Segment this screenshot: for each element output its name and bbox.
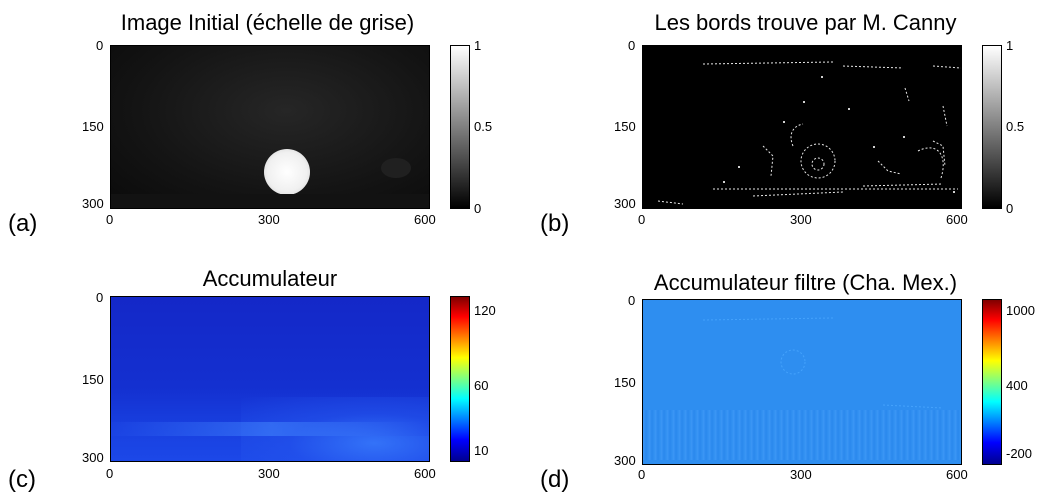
colorbar-jet [450,296,470,462]
y-tick-label: 150 [614,119,636,134]
accumulator-streak [111,422,429,436]
panel-label: (c) [8,466,36,493]
x-tick-label: 600 [414,212,436,227]
colorbar-tick-label: 0.5 [1006,119,1025,134]
colorbar-jet [982,299,1002,465]
panel-title: Accumulateur filtre (Cha. Mex.) [653,270,958,295]
y-tick-label: 0 [628,293,636,308]
filtered-texture [643,410,961,460]
y-tick-label: 0 [96,290,104,305]
canny-edges [657,61,961,205]
y-tick-label: 150 [82,119,104,134]
x-tick-label: 0 [638,467,646,482]
colorbar-tick-label: 1 [1006,38,1014,53]
y-tick-label: 300 [614,196,636,211]
panel-title: Image Initial (échelle de grise) [120,10,415,35]
panel-label: (b) [540,210,570,237]
colorbar-tick-label: 1 [474,38,482,53]
x-tick-label: 600 [414,466,436,481]
x-tick-label: 300 [258,466,280,481]
colorbar-tick-label: 0 [474,201,482,216]
y-tick-label: 150 [614,375,636,390]
y-tick-label: 300 [614,453,636,468]
y-tick-label: 300 [82,450,104,465]
floor-band [111,194,429,208]
x-tick-label: 0 [106,466,114,481]
dim-glow [381,158,411,178]
colorbar-tick-label: 10 [474,443,489,458]
image-plot [110,45,430,209]
x-tick-label: 300 [790,212,812,227]
x-tick-label: 0 [638,212,646,227]
x-tick-label: 600 [946,212,968,227]
accumulator-plot [110,296,430,462]
colorbar-gray [982,45,1002,209]
panel-title: Accumulateur [202,266,338,291]
colorbar-tick-label: 120 [474,303,496,318]
filtered-accumulator-plot [642,299,962,465]
x-tick-label: 600 [946,467,968,482]
colorbar-tick-label: -200 [1006,446,1033,461]
panel-label: (d) [540,466,570,493]
y-tick-label: 150 [82,372,104,387]
colorbar-tick-label: 60 [474,378,489,393]
y-tick-label: 0 [96,38,104,53]
y-tick-label: 0 [628,38,636,53]
filtered-contours [702,317,944,409]
panel-label: (a) [8,210,38,237]
colorbar-tick-label: 0.5 [474,119,493,134]
colorbar-tick-label: 0 [1006,201,1014,216]
edge-plot [642,45,962,209]
x-tick-label: 300 [790,467,812,482]
x-tick-label: 0 [106,212,114,227]
colorbar-gray [450,45,470,209]
y-tick-label: 300 [82,196,104,211]
colorbar-tick-label: 1000 [1006,303,1035,318]
panel-title: Les bords trouve par M. Canny [654,10,957,35]
colorbar-tick-label: 400 [1006,378,1028,393]
bright-disk [264,149,310,195]
x-tick-label: 300 [258,212,280,227]
